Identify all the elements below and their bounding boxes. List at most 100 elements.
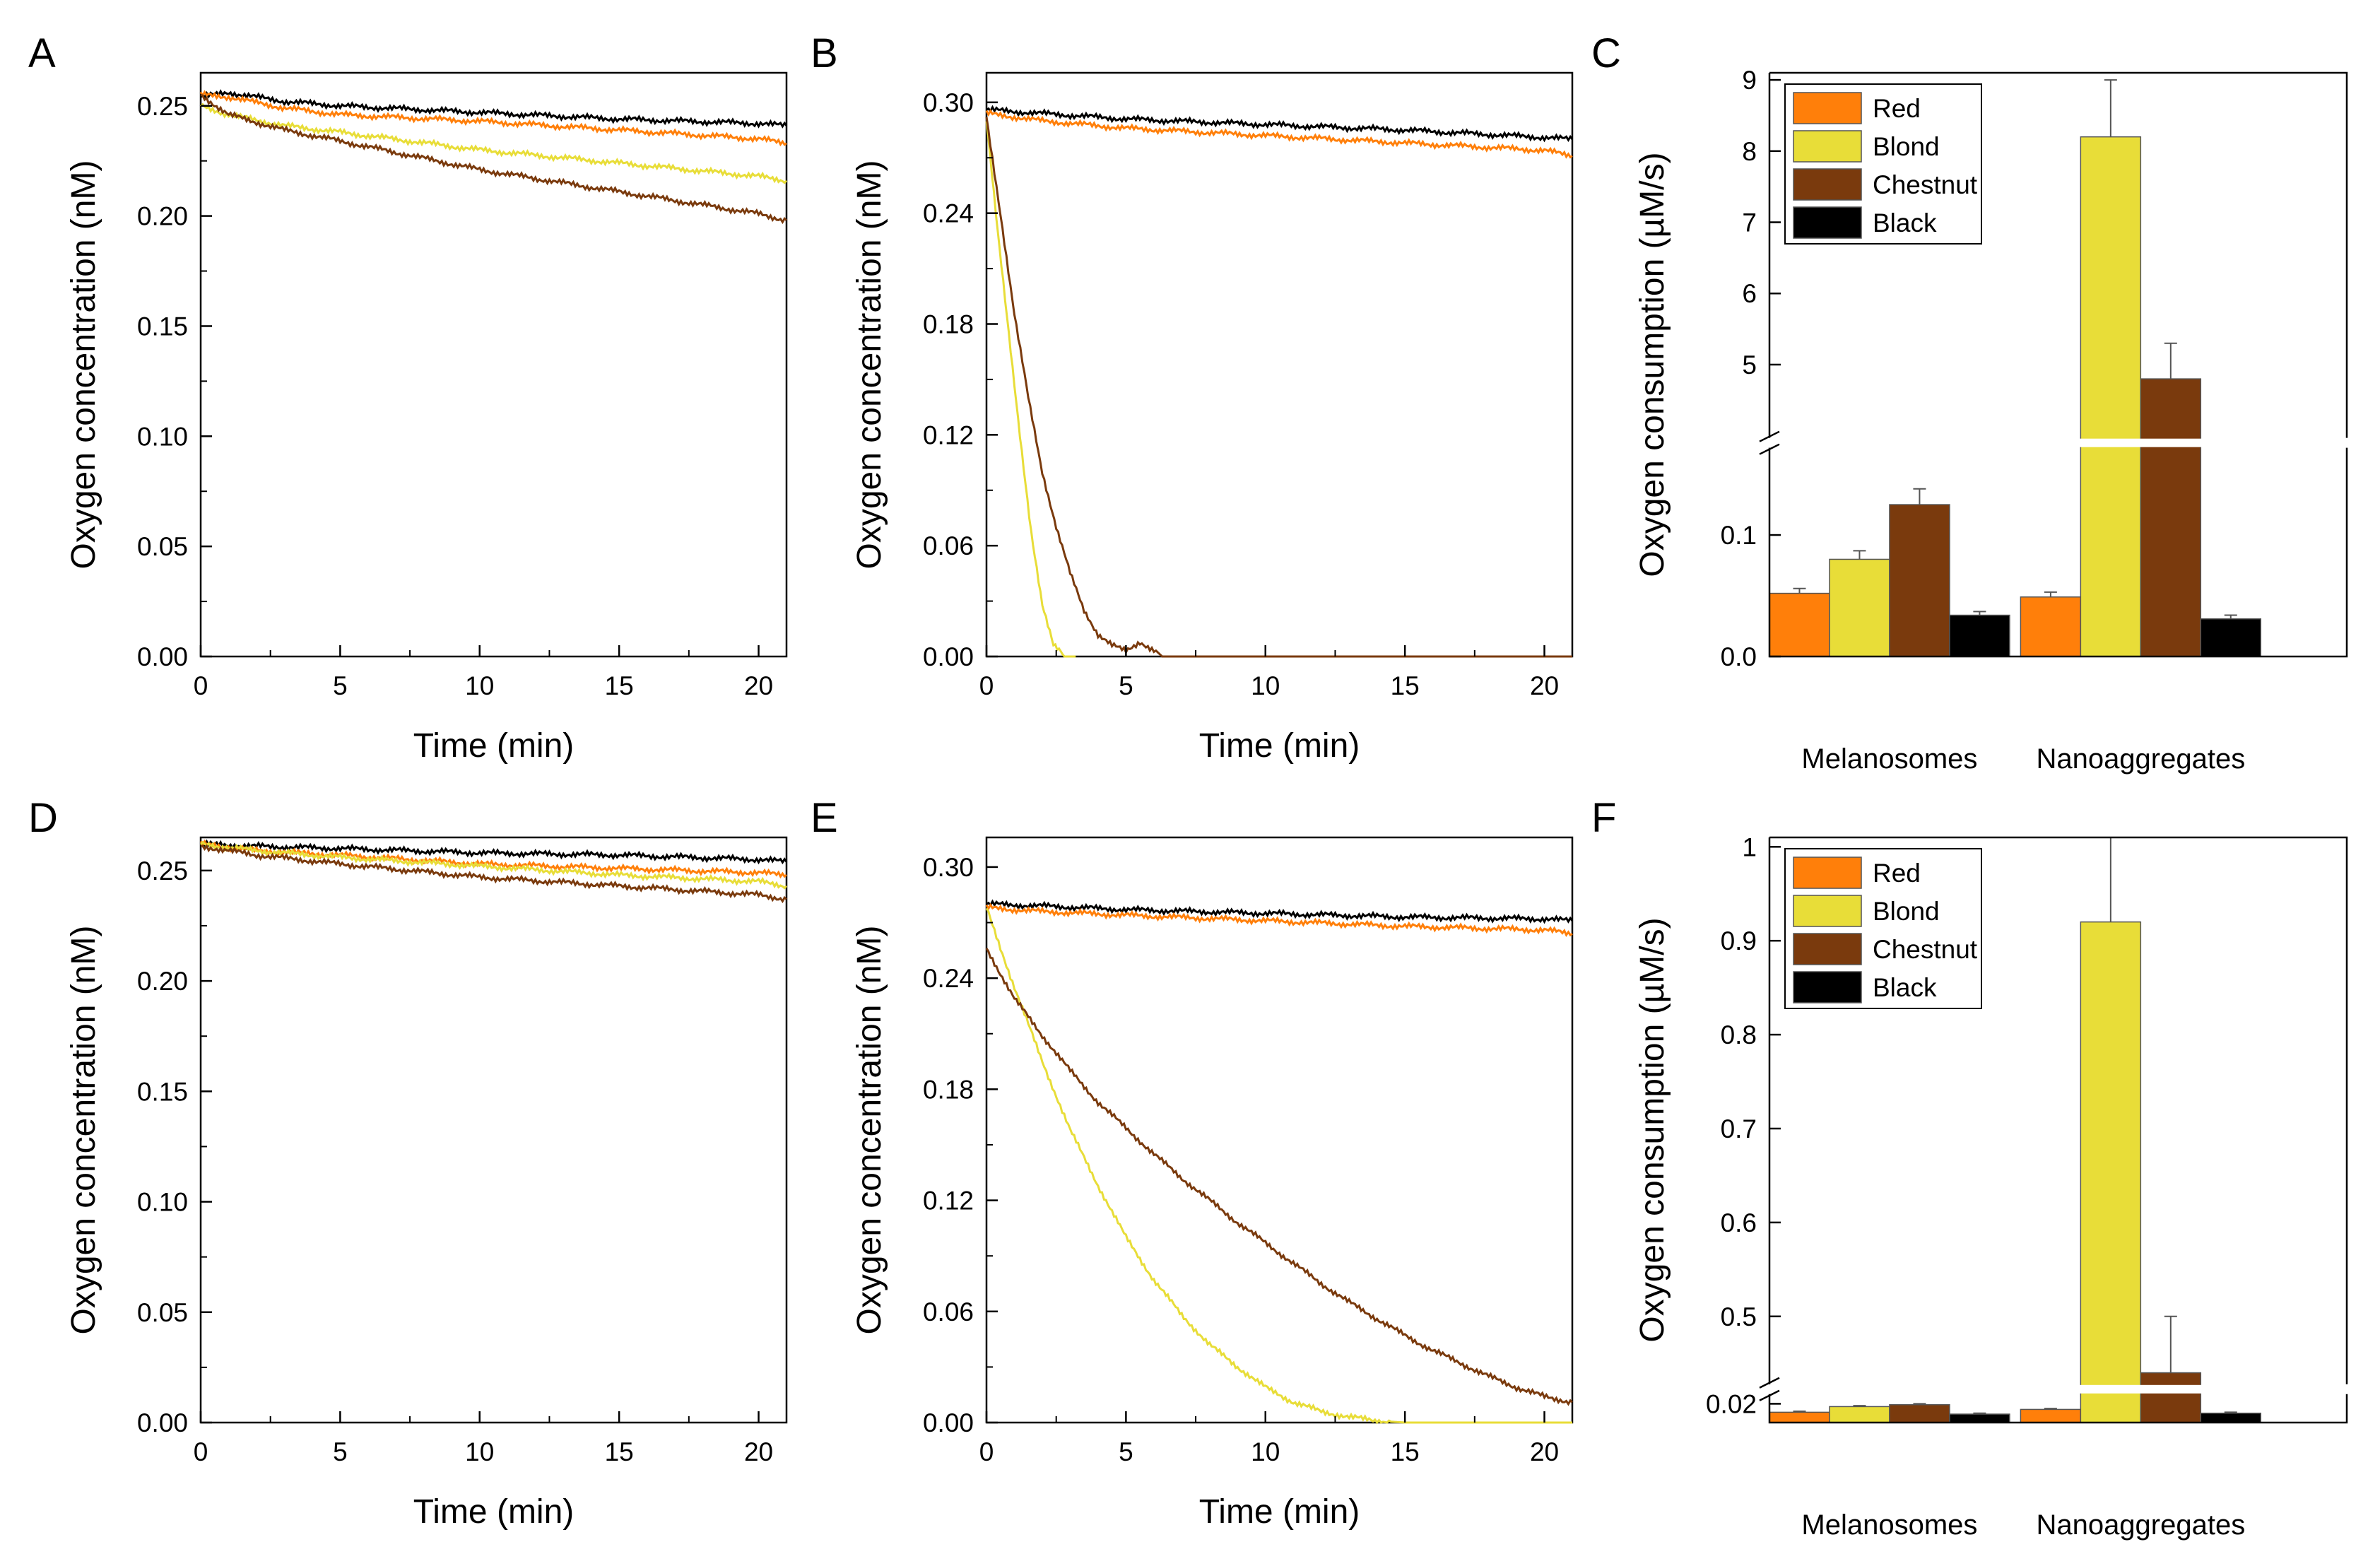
series-line-black: [986, 899, 1574, 924]
x-tick-label: 15: [1391, 1437, 1420, 1466]
x-tick-label: 10: [1251, 671, 1280, 700]
x-axis-label: Time (min): [1199, 727, 1360, 765]
category-label-nanoaggregates: Nanoaggregates: [2036, 743, 2245, 775]
y-tick-label: 0.10: [137, 422, 188, 451]
bar-blond-nanoaggregates: [2080, 921, 2142, 1423]
x-tick-label: 15: [605, 671, 634, 700]
y-tick-label: 0.00: [137, 642, 188, 671]
legend-swatch-chestnut: [1793, 168, 1862, 201]
legend-label-chestnut: Chestnut: [1873, 170, 1978, 199]
y-tick-label: 0.06: [923, 1297, 974, 1326]
y-tick-label: 0.25: [137, 92, 188, 121]
y-axis-label: Oxygen consumption (µM/s): [1634, 152, 1671, 577]
axis-break-gap: [1767, 438, 2349, 447]
legend-swatch-red: [1793, 92, 1862, 124]
y-tick-label: 0.9: [1721, 926, 1757, 955]
y-axis-label: Oxygen concentration (nM): [65, 926, 102, 1335]
panel-b: B 0 5 10 15 20 0.00 0.06 0.12 0.18 0.24 0.30 Time (m…: [811, 30, 1574, 765]
y-tick-label: 0.18: [923, 1075, 974, 1104]
panel-letter-a: A: [28, 30, 56, 76]
y-axis-label: Oxygen consumption (µM/s): [1634, 917, 1671, 1342]
x-tick-label: 0: [194, 1437, 208, 1466]
series-line-black: [200, 839, 788, 865]
y-tick-label: 0.6: [1721, 1208, 1757, 1237]
category-label-melanosomes: Melanosomes: [1801, 743, 1977, 775]
y-tick-label: 0.24: [923, 199, 974, 228]
panel-letter-b: B: [811, 30, 838, 76]
y-axis-label: Oxygen concentration (nM): [851, 160, 888, 570]
y-tick-label: 0.12: [923, 1187, 974, 1215]
y-tick-label: 0.30: [923, 88, 974, 117]
x-tick-label: 0: [979, 1437, 994, 1466]
y-tick-label: 0.02: [1706, 1389, 1757, 1418]
plot-frame-bottom: [1768, 447, 2348, 658]
bar-chestnut-nanoaggregates: [2140, 1372, 2202, 1423]
y-tick-label: 5: [1742, 351, 1757, 379]
y-tick-label: 6: [1742, 279, 1757, 308]
legend-label-blond: Blond: [1873, 897, 1940, 926]
x-tick-label: 5: [1119, 1437, 1133, 1466]
legend-label-red: Red: [1873, 94, 1921, 123]
series-line-black: [986, 105, 1574, 143]
x-tick-label: 15: [605, 1437, 634, 1466]
bar-black-nanoaggregates: [2200, 1412, 2262, 1423]
bar-chestnut-nanoaggregates: [2140, 378, 2202, 657]
bar-chestnut-melanosomes: [1889, 1404, 1950, 1423]
bar-black-melanosomes: [1949, 1413, 2010, 1423]
panel-letter-d: D: [28, 795, 58, 841]
y-tick-label: 0.05: [137, 532, 188, 561]
legend-swatch-red: [1793, 857, 1862, 889]
x-tick-label: 0: [979, 671, 994, 700]
series-line-chestnut: [200, 93, 787, 225]
legend-swatch-blond: [1793, 130, 1862, 163]
axis-break-mark: [1759, 443, 1780, 455]
legend-swatch-blond: [1793, 895, 1862, 927]
panel-c: C 5 6 7 8 9 0.0 0.1 Melanosomes Nanoaggregates Oxy…: [1591, 30, 2349, 775]
bar-chestnut-melanosomes: [1889, 504, 1950, 657]
y-tick-label: 0.25: [137, 857, 188, 885]
plot-frame-top: [1769, 71, 2348, 438]
x-tick-label: 10: [465, 671, 494, 700]
axis-break-mark: [1759, 1389, 1780, 1401]
x-tick-label: 15: [1391, 671, 1420, 700]
series-line-blond: [985, 121, 1076, 658]
y-tick-label: 0.1: [1721, 521, 1757, 550]
legend-label-chestnut: Chestnut: [1873, 935, 1978, 964]
y-tick-label: 0.15: [137, 1077, 188, 1106]
series-line-chestnut: [985, 948, 1573, 1406]
panel-letter-c: C: [1591, 30, 1621, 76]
plot-frame-bottom: [1768, 1394, 2348, 1424]
legend-swatch-black: [1793, 971, 1862, 1003]
axis-break-mark: [1759, 1377, 1780, 1389]
y-tick-label: 9: [1742, 66, 1757, 95]
x-axis-label: Time (min): [1199, 1493, 1360, 1531]
bar-blond-melanosomes: [1829, 1406, 1890, 1423]
y-axis-label: Oxygen concentration (nM): [851, 926, 888, 1335]
x-axis-label: Time (min): [413, 727, 575, 765]
bar-black-melanosomes: [1949, 614, 2010, 657]
y-tick-label: 0.5: [1721, 1302, 1757, 1331]
x-tick-label: 10: [1251, 1437, 1280, 1466]
x-tick-label: 0: [194, 671, 208, 700]
x-tick-label: 5: [333, 1437, 348, 1466]
y-tick-label: 0.30: [923, 853, 974, 882]
legend-label-black: Black: [1873, 208, 1937, 237]
legend-swatch-chestnut: [1793, 933, 1862, 965]
x-tick-label: 10: [465, 1437, 494, 1466]
legend-swatch-black: [1793, 206, 1862, 239]
y-tick-label: 0.12: [923, 420, 974, 449]
panel-e: E 0 5 10 15 20 0.00 0.06 0.12 0.18 0.24 0.30 Time (m…: [811, 795, 1574, 1531]
x-tick-label: 20: [1530, 671, 1559, 700]
legend-label-red: Red: [1873, 859, 1921, 888]
x-axis-label: Time (min): [413, 1493, 575, 1531]
bar-red-nanoaggregates: [2020, 596, 2082, 657]
y-tick-label: 0.00: [923, 642, 974, 671]
y-tick-label: 0.20: [137, 967, 188, 996]
y-tick-label: 0.18: [923, 310, 974, 339]
y-tick-label: 0.05: [137, 1298, 188, 1327]
x-tick-label: 5: [1119, 671, 1133, 700]
plot-frame: [985, 836, 1574, 1424]
panel-f: F 0.5 0.6 0.7 0.8 0.9 1 0.02 Melanosomes Nanoaggr…: [1591, 795, 2349, 1541]
